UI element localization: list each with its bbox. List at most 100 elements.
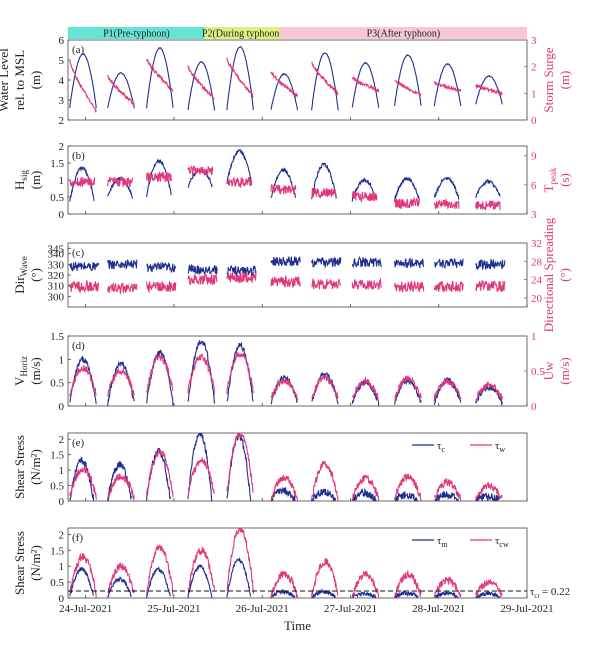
series-1-burst-7 [311, 162, 337, 200]
series-1-burst-4 [187, 340, 216, 404]
series-1-burst-4 [187, 61, 216, 111]
series-2-burst-5 [226, 433, 254, 494]
y2-axis-label-line: Directional Spreading [541, 217, 556, 332]
y-tick-label: 5 [59, 55, 65, 67]
y-tick-label: 2 [59, 529, 65, 541]
phase-label-3: P3(After typhoon) [367, 29, 441, 40]
series-2-burst-1 [69, 364, 97, 397]
y-tick-label: 310 [48, 281, 65, 293]
y2-tick-label: 1 [531, 88, 537, 100]
series-2-burst-9 [394, 374, 422, 403]
y-tick-label: 0.5 [50, 481, 64, 493]
panel-label: (e) [72, 437, 85, 449]
y-tick-label: 320 [48, 270, 65, 282]
y2-tick-label: 2 [531, 62, 537, 74]
series-2-burst-2 [107, 561, 135, 595]
series-2-burst-1 [69, 279, 100, 294]
plot-frame [67, 242, 528, 308]
y2-axis-label: Tpeak [541, 167, 558, 192]
series-1-burst-9 [394, 589, 419, 598]
series-1-burst-10 [434, 491, 459, 501]
series-2-burst-10 [433, 378, 462, 402]
phase-label-2: P2(During typhoon) [202, 29, 283, 40]
series-2-burst-3 [146, 449, 174, 498]
series-2-burst-9 [394, 281, 425, 293]
series-1-burst-8 [351, 61, 380, 108]
series-1-burst-9 [394, 54, 422, 107]
series-1-burst-8 [351, 379, 380, 406]
series-2-burst-4 [187, 272, 218, 285]
series-2-burst-4 [187, 546, 216, 591]
series-2-burst-2 [107, 175, 133, 187]
series-2-burst-10 [433, 197, 460, 210]
series-1-burst-10 [433, 176, 460, 200]
series-2-burst-8 [351, 570, 380, 598]
series-1-burst-3 [146, 47, 174, 109]
phase-bar-3 [279, 27, 527, 39]
series-2-burst-1 [69, 552, 97, 598]
phase-label-1: P1(Pre-typhoon) [103, 29, 170, 40]
threshold-label: τcr = 0.22 [530, 586, 570, 600]
series-1-burst-5 [226, 148, 253, 185]
y-tick-label: 1 [59, 354, 65, 366]
y2-tick-label: 3 [531, 35, 537, 47]
series-1-burst-11 [475, 258, 506, 271]
y-tick-label: 0 [59, 593, 65, 605]
panel-d: 00.511.500.51(d)VHoriz (m/s) Uw (m/s) [12, 331, 572, 413]
plot-frame [67, 527, 528, 599]
y-axis-label-line: (N/m²) [28, 545, 43, 581]
y-axis-label: Hsig [12, 170, 29, 190]
y-tick-label: 1.5 [50, 545, 64, 557]
series-2-burst-2 [107, 473, 135, 501]
series-1-burst-4 [187, 433, 213, 501]
series-1-burst-5 [226, 46, 254, 111]
series-1-burst-1 [69, 566, 94, 597]
y2-axis-unit: (s) [557, 173, 572, 187]
series-1-burst-8 [351, 177, 377, 202]
x-axis-label: Time [284, 618, 311, 633]
y-tick-label: 2 [59, 141, 65, 153]
y2-tick-label: 32 [531, 238, 542, 250]
series-1-burst-9 [394, 491, 419, 501]
y-tick-label: 0.5 [50, 378, 64, 390]
series-2-burst-11 [475, 579, 503, 597]
x-tick-label: 29-Jul-2021 [500, 603, 553, 615]
series-2-burst-7 [311, 61, 339, 96]
series-2-burst-8 [351, 474, 380, 501]
y-axis-unit: (m) [28, 171, 43, 190]
series-1-burst-11 [475, 492, 501, 501]
series-2-burst-4 [187, 456, 216, 498]
series-2-burst-2 [107, 368, 135, 397]
series-1-burst-10 [433, 589, 459, 598]
panel-f: 0 0.5 1 1.5 2 (f) Shear Stress (N/m²) τm τcw τcr = … [12, 527, 570, 605]
series-1-burst-8 [351, 256, 382, 269]
series-2-burst-2 [107, 74, 135, 106]
series-1-burst-6 [270, 486, 296, 501]
series-2-burst-11 [475, 200, 501, 211]
series-2-burst-1 [69, 465, 97, 500]
y2-tick-label: 9 [531, 151, 537, 163]
y-tick-label: 2 [59, 115, 65, 127]
series-2-burst-6 [270, 571, 299, 598]
series-2-burst-6 [270, 474, 299, 501]
y-axis-label: DirWave [12, 256, 29, 294]
x-tick-label: 25-Jul-2021 [147, 603, 200, 615]
series-1-burst-7 [311, 488, 337, 501]
y-axis-label-line: rel. to MSL [12, 50, 27, 110]
y-axis-label-line: (N/m²) [28, 449, 43, 485]
legend-label: τcw [495, 535, 509, 549]
y2-tick-label: 6 [531, 180, 537, 192]
series-1-burst-5 [226, 556, 252, 598]
panel-label: (d) [72, 340, 85, 352]
series-2-burst-5 [226, 271, 257, 284]
y-axis-label-line: Shear Stress [12, 531, 27, 595]
series-2-burst-5 [226, 351, 254, 395]
series-2-burst-3 [146, 58, 174, 92]
y-tick-label: 330 [48, 259, 65, 271]
series-2-burst-6 [270, 183, 297, 195]
y-tick-label: 0.5 [50, 577, 64, 589]
panel-b: 0 0.5 1 1.5 2 3 6 9 (b) Hsig (m) Tpeak (s) [12, 141, 572, 221]
y-tick-label: 1 [59, 561, 65, 573]
series-1-burst-2 [107, 259, 138, 270]
